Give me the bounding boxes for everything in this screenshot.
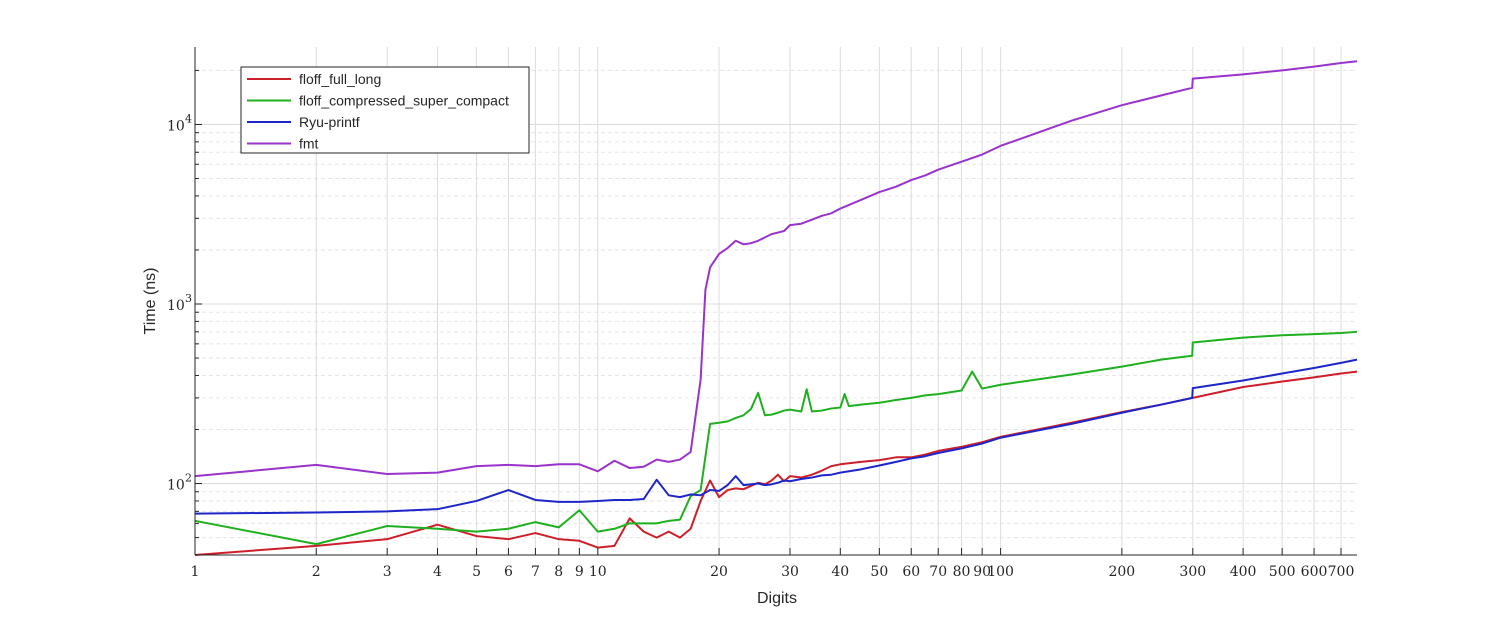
y-tick-label-exponent: 2 <box>185 472 192 485</box>
x-tick-label: 5 <box>472 564 481 580</box>
x-tick-label: 400 <box>1230 564 1257 580</box>
x-tick-label: 500 <box>1269 564 1296 580</box>
y-tick-label: 10 4 <box>167 112 192 134</box>
y-tick-label-exponent: 4 <box>185 112 192 125</box>
x-tick-label: 600 <box>1301 564 1328 580</box>
legend-entry: floff_full_long <box>299 71 381 87</box>
y-tick-label-base: 10 <box>167 478 185 494</box>
x-tick-label: 40 <box>831 564 849 580</box>
y-tick-label: 10 3 <box>167 292 192 314</box>
x-tick-label: 80 <box>953 564 971 580</box>
legend-entry: fmt <box>299 136 319 152</box>
x-tick-label: 90 <box>973 564 991 580</box>
x-tick-label: 50 <box>870 564 888 580</box>
x-tick-label: 8 <box>554 564 563 580</box>
y-tick-label-exponent: 3 <box>185 292 192 305</box>
x-tick-label: 3 <box>383 564 392 580</box>
x-tick-label: 6 <box>504 564 513 580</box>
x-tick-label: 1 <box>191 564 200 580</box>
y-tick-label-base: 10 <box>167 298 185 314</box>
series-line-Ryu-printf <box>194 358 1358 515</box>
x-tick-label: 60 <box>902 564 920 580</box>
y-tick-label: 10 2 <box>167 472 192 494</box>
y-axis-title: Time (ns) <box>142 268 159 335</box>
legend-entry: Ryu-printf <box>299 114 360 130</box>
axes <box>194 47 1357 556</box>
minor-grid <box>195 69 1357 556</box>
x-tick-label: 9 <box>575 564 584 580</box>
x-tick-label: 4 <box>433 564 442 580</box>
series-layer <box>194 60 1358 556</box>
x-tick-label: 300 <box>1179 564 1206 580</box>
x-tick-label: 30 <box>781 564 799 580</box>
y-tick-label-base: 10 <box>167 118 185 134</box>
x-axis-title: Digits <box>757 590 797 607</box>
legend-entry: floff_compressed_super_compact <box>299 93 509 109</box>
series-line-floff_compressed_super_compact <box>194 330 1358 546</box>
x-tick-label: 10 <box>589 564 607 580</box>
x-tick-label: 200 <box>1108 564 1135 580</box>
x-tick-label: 70 <box>929 564 947 580</box>
series-line-fmt <box>194 60 1358 478</box>
major-grid <box>194 47 1357 555</box>
x-tick-label: 700 <box>1328 564 1355 580</box>
x-tick-label: 2 <box>312 564 321 580</box>
legend: floff_full_long floff_compressed_super_co… <box>240 66 530 154</box>
x-tick-label: 20 <box>710 564 728 580</box>
legend-box <box>240 66 530 154</box>
x-tick-label: 100 <box>987 564 1014 580</box>
x-tick-label: 7 <box>531 564 540 580</box>
